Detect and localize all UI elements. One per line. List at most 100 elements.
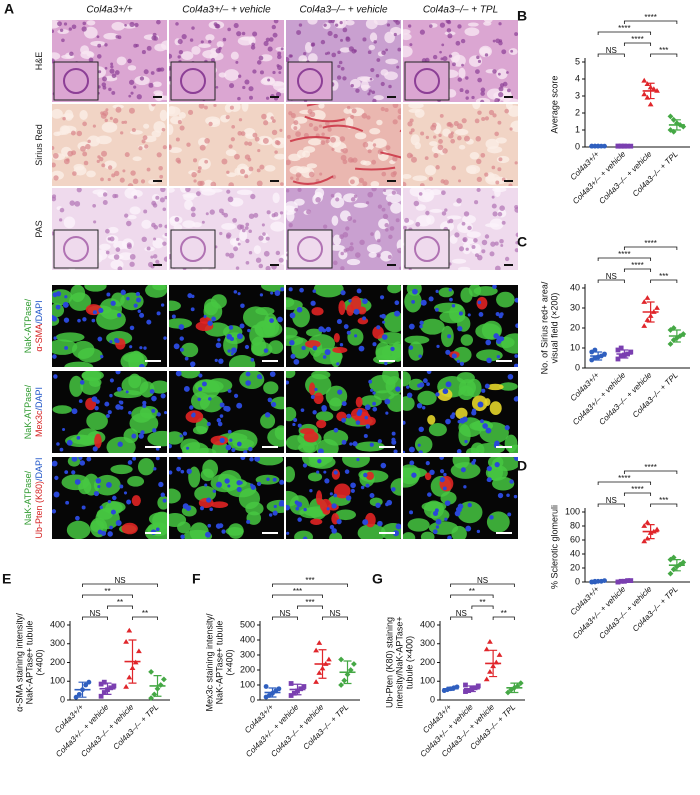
nucleus: [492, 39, 496, 43]
dapi: [380, 462, 387, 469]
nucleus: [471, 244, 476, 249]
data-point: [347, 667, 354, 673]
y-tick-label: 300: [240, 649, 255, 659]
tubule: [465, 447, 480, 453]
nucleus: [295, 172, 302, 178]
tubule: [403, 371, 411, 387]
nucleus: [342, 76, 347, 81]
lumen: [494, 188, 501, 198]
dapi: [457, 503, 464, 510]
nucleus: [164, 232, 167, 237]
data-point: [641, 299, 648, 304]
nucleus: [126, 242, 132, 248]
lumen: [343, 107, 353, 114]
data-point: [644, 317, 651, 322]
lumen: [296, 166, 310, 174]
data-point: [126, 674, 133, 680]
data-point: [148, 695, 154, 702]
nucleus: [385, 48, 389, 52]
lumen: [265, 112, 274, 123]
nucleus: [218, 208, 224, 214]
significance-bracket: [650, 279, 678, 283]
dapi: [321, 406, 327, 412]
inset: [170, 61, 216, 101]
dapi: [471, 410, 477, 416]
lumen: [365, 20, 378, 30]
nucleus: [463, 135, 470, 142]
nucleus: [114, 170, 120, 177]
nucleus: [110, 62, 114, 66]
dapi: [107, 531, 113, 537]
fibrosis: [304, 115, 346, 123]
tubule: [255, 457, 284, 466]
micrograph: [52, 104, 167, 186]
dapi: [318, 326, 325, 333]
nucleus: [228, 144, 233, 149]
nucleus: [57, 21, 62, 27]
dapi: [249, 483, 254, 487]
dapi: [236, 486, 242, 492]
nucleus: [494, 131, 499, 137]
nucleus: [347, 216, 353, 221]
dapi: [514, 354, 518, 358]
data-point: [654, 526, 660, 532]
nucleus: [240, 131, 246, 136]
nucleus: [498, 91, 504, 98]
dapi: [201, 381, 207, 387]
nucleus: [230, 137, 235, 142]
significance-label: ****: [631, 261, 643, 270]
dapi: [496, 335, 502, 341]
dapi: [156, 412, 161, 417]
nucleus: [185, 188, 191, 193]
lumen: [462, 214, 476, 224]
nucleus: [253, 212, 259, 218]
tubule: [387, 285, 401, 294]
nucleus: [484, 172, 489, 177]
tubule: [81, 371, 104, 381]
nucleus: [290, 176, 294, 180]
lumen: [472, 104, 481, 110]
y-axis-label: NaK-APTase+ tubule: [24, 621, 34, 705]
nucleus: [257, 149, 261, 153]
lumen: [260, 77, 276, 86]
dapi: [465, 525, 472, 532]
nucleus: [450, 138, 456, 144]
nucleus: [123, 120, 128, 124]
dapi: [151, 408, 156, 413]
tubule: [105, 501, 123, 515]
nucleus: [480, 91, 485, 96]
nucleus: [250, 193, 256, 200]
lumen: [294, 198, 305, 206]
nucleus: [279, 128, 283, 132]
nucleus: [195, 191, 201, 197]
y-tick-label: 3: [575, 90, 580, 100]
nucleus: [441, 190, 446, 196]
nucleus: [134, 22, 139, 28]
dapi: [303, 507, 307, 512]
tubule: [228, 355, 256, 367]
nucleus: [105, 228, 110, 234]
signal: [121, 522, 138, 535]
dapi: [179, 336, 184, 341]
nucleus: [102, 200, 108, 205]
tubule: [113, 389, 143, 399]
nucleus: [458, 179, 462, 183]
tubule: [169, 512, 187, 527]
dapi: [286, 504, 290, 511]
nucleus: [322, 224, 328, 229]
nucleus: [244, 141, 249, 146]
dapi: [180, 534, 185, 539]
nucleus: [273, 212, 279, 217]
nucleus: [491, 165, 496, 170]
data-point: [76, 691, 82, 697]
nucleus: [339, 234, 345, 240]
lumen: [484, 20, 493, 23]
data-point: [98, 693, 104, 699]
lumen: [485, 138, 499, 150]
nucleus: [504, 108, 509, 114]
dapi: [62, 428, 66, 432]
dapi: [329, 524, 335, 530]
nucleus: [441, 43, 445, 47]
dapi: [56, 442, 60, 446]
dapi: [445, 381, 452, 388]
